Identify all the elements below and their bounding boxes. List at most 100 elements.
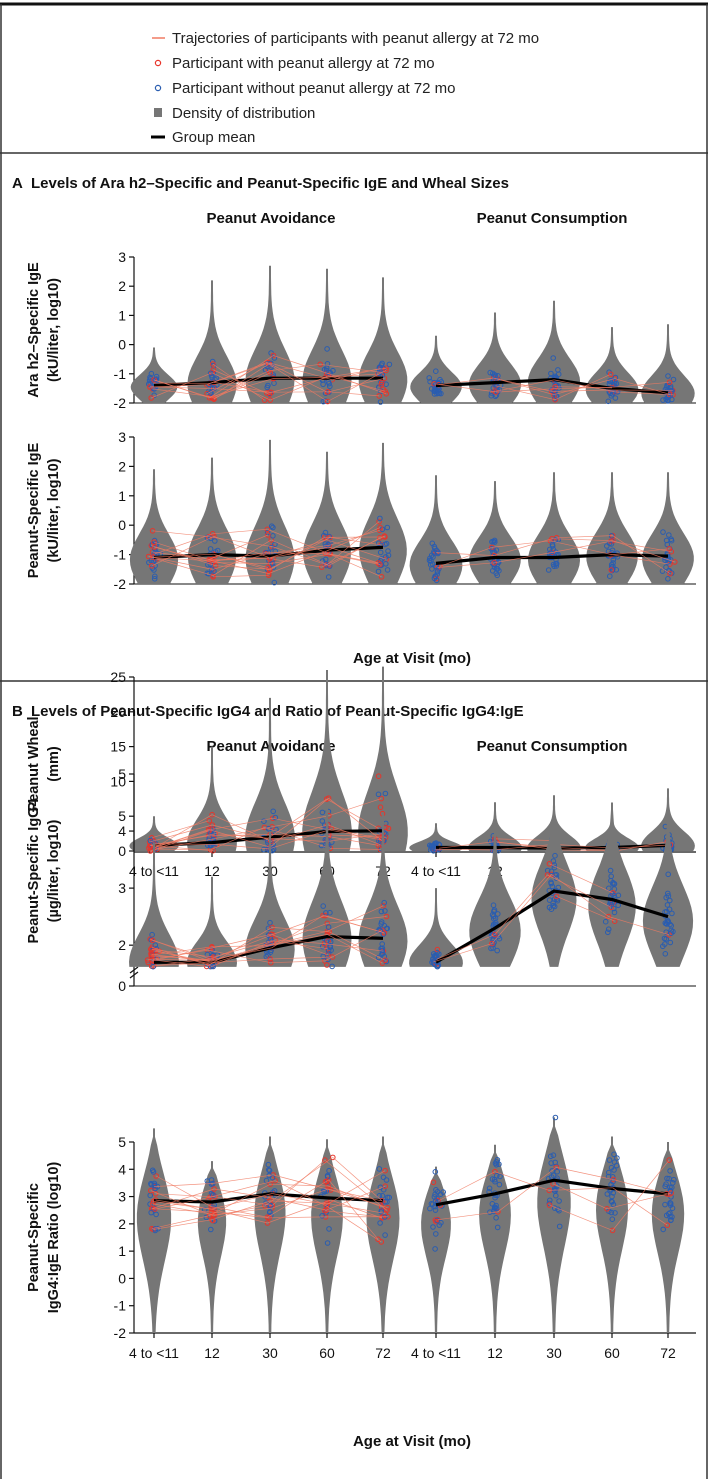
no-allergy-point [325,574,332,580]
trajectory-line [270,933,328,956]
no-allergy-point [491,537,498,544]
allergy-point [265,570,272,577]
trajectory-line [207,949,271,964]
trajectory-line [606,1192,672,1210]
no-allergy-point [494,947,501,954]
no-allergy-point [147,1201,153,1207]
no-allergy-point [494,1224,501,1231]
no-allergy-point [320,381,326,388]
y-tick-label: 5 [118,1134,126,1150]
no-allergy-point [614,1155,620,1161]
no-allergy-point [609,547,616,554]
no-allergy-point [665,871,672,878]
trajectory-line [326,1202,386,1214]
no-allergy-point [432,841,439,848]
violin [469,819,521,967]
no-allergy-point [609,1216,616,1222]
violin [409,823,463,851]
trajectory-line [324,1159,388,1211]
no-allergy-point [611,1151,617,1158]
trajectory-line [549,1204,613,1231]
trajectory-line [269,1216,326,1219]
no-allergy-point [664,902,671,908]
allergy-point [264,1220,271,1226]
no-allergy-point [210,963,216,970]
allergy-point [611,918,618,925]
no-allergy-point [667,1210,673,1216]
no-allergy-point [153,376,160,382]
violin [421,1166,451,1333]
trajectory-line [148,556,213,570]
violin [651,1142,685,1333]
trajectory-line [153,961,217,967]
no-allergy-point [265,825,272,832]
trajectory-line [213,363,269,400]
trajectory-line [321,535,385,568]
no-allergy-point [427,1205,433,1212]
allergy-point [382,957,389,964]
trajectory-line [272,915,326,935]
no-allergy-point [208,1226,214,1233]
y-tick-label: 0 [118,978,126,994]
panel-b-col-right: Peanut Consumption [477,738,628,755]
no-allergy-point [606,540,613,547]
trajectory-line [155,949,210,965]
violin [479,1144,511,1333]
no-allergy-point [548,868,555,875]
allergy-point [149,937,156,944]
no-allergy-point [490,546,496,552]
no-allergy-point [669,1184,675,1191]
allergy-point [384,1204,391,1211]
y-tick-label: -1 [114,547,127,563]
trajectory-line [555,386,613,389]
no-allergy-point [549,387,555,393]
no-allergy-point [151,1180,158,1187]
trajectory-line [327,1185,382,1208]
trajectory-line [153,814,213,849]
y-tick-label: 0 [118,1270,126,1286]
trajectory-line [272,377,326,379]
no-allergy-point [432,1246,438,1252]
trajectory-line [212,528,268,535]
trajectory-line [272,922,328,944]
no-allergy-point [434,1217,440,1224]
allergy-point [149,1225,155,1232]
no-allergy-point [428,1201,435,1207]
trajectory-line [328,546,379,564]
trajectory-line [154,557,210,562]
no-allergy-point [266,1167,273,1174]
x-tick-label: 72 [375,1345,391,1361]
no-allergy-point [382,1232,388,1238]
trajectory-line [270,553,331,564]
no-allergy-point [261,818,267,825]
trajectory-line [323,915,384,933]
y-tick-label: 0 [118,337,126,353]
trajectory-line [551,846,611,851]
allergy-point [148,950,154,957]
allergy-point [544,872,551,878]
trajectory-line [436,552,495,556]
trajectory-line [269,362,333,381]
panel-a-letter: A [12,175,23,192]
trajectory-line [494,838,554,841]
allergy-point [378,1239,385,1245]
allergy-point [608,567,615,573]
y-tick-label: 2 [118,458,126,474]
trajectory-line [550,540,612,556]
allergy-point [377,804,384,811]
allergy-point [604,1206,610,1212]
no-allergy-point [666,906,673,913]
trajectory-line [615,844,671,849]
allergy-point [610,1176,617,1183]
trajectory-line [214,1207,272,1216]
no-allergy-point [379,360,385,367]
violin [585,327,639,403]
no-allergy-point [486,1185,493,1192]
trajectory-line [556,895,615,922]
y-axis-label: Peanut Wheal [26,716,42,811]
no-allergy-point [377,549,384,556]
trajectory-line [210,827,265,851]
trajectory-line [272,817,327,830]
no-allergy-point [610,556,617,563]
